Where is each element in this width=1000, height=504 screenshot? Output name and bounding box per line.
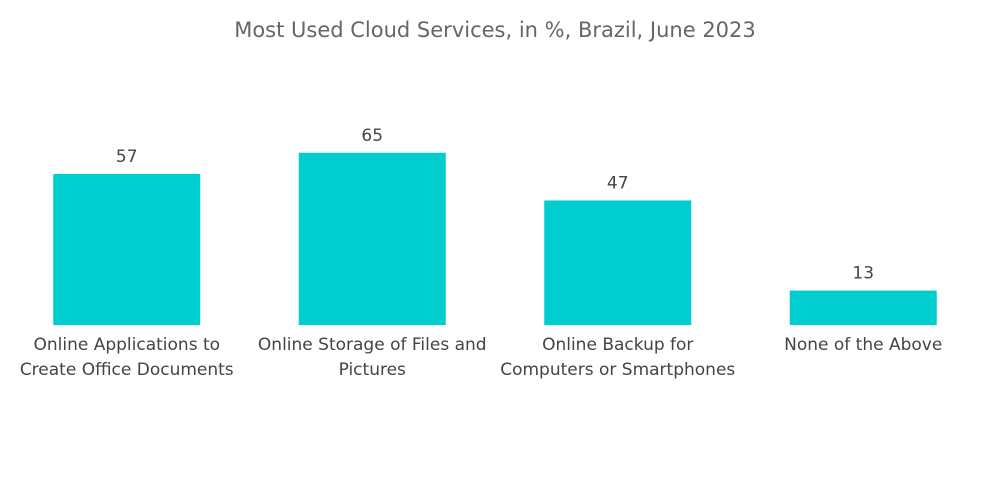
bar [544,200,692,325]
value-label: 47 [607,173,629,193]
x-tick-label: None of the Above [784,335,943,355]
bar [53,173,201,325]
value-label: 13 [852,264,874,284]
x-tick-label: Online Storage of Files and Pictures [257,335,487,380]
chart-title: Most Used Cloud Services, in %, Brazil, … [234,18,756,42]
bar [298,152,446,325]
x-tick-label: Online Backup for Computers or Smartphon… [500,335,736,380]
value-label: 57 [116,147,138,167]
x-tick-label: Online Applications to Create Office Doc… [19,335,234,380]
value-label: 65 [361,126,383,146]
bar [789,290,937,325]
